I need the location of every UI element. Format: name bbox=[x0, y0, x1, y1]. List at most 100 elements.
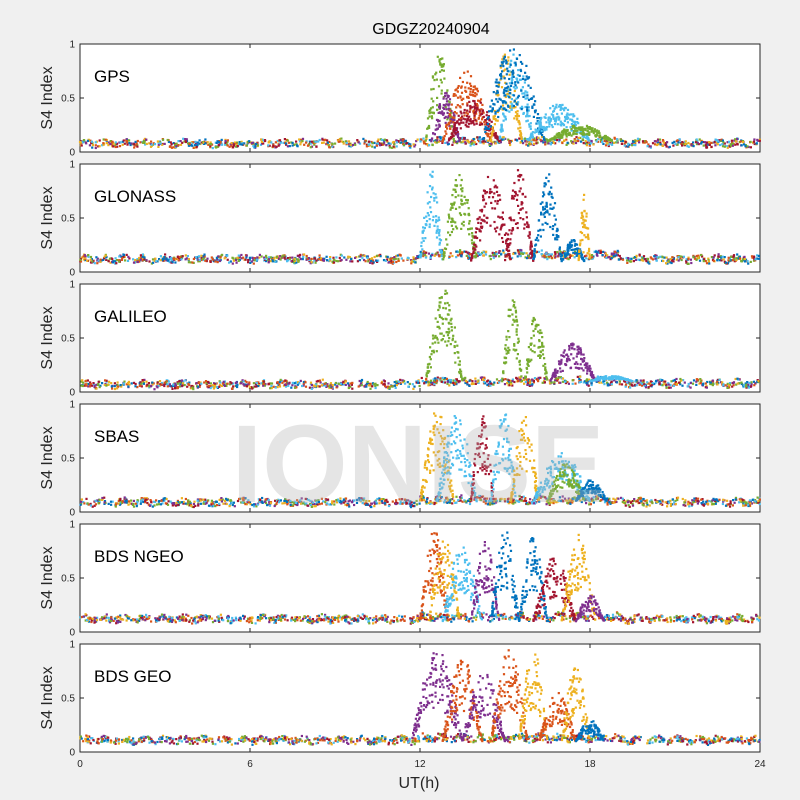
data-point bbox=[189, 261, 192, 264]
data-point bbox=[731, 144, 734, 147]
data-point bbox=[409, 259, 413, 262]
data-point bbox=[596, 140, 600, 143]
data-point bbox=[530, 256, 533, 259]
data-point bbox=[124, 259, 127, 262]
data-point bbox=[190, 144, 193, 147]
data-point bbox=[349, 260, 352, 263]
data-point bbox=[424, 237, 427, 240]
data-point bbox=[430, 88, 433, 91]
data-point bbox=[582, 133, 585, 136]
data-point bbox=[89, 258, 92, 261]
data-point bbox=[276, 381, 279, 384]
data-point bbox=[412, 387, 415, 390]
data-point bbox=[166, 259, 169, 262]
data-point bbox=[478, 216, 481, 219]
data-point bbox=[596, 131, 599, 134]
data-point bbox=[509, 63, 512, 67]
data-point bbox=[460, 119, 463, 122]
data-point bbox=[517, 81, 520, 84]
data-point bbox=[575, 136, 578, 139]
data-point bbox=[286, 139, 289, 142]
data-point bbox=[641, 257, 644, 260]
data-point bbox=[550, 253, 553, 256]
data-point bbox=[585, 382, 588, 385]
data-point bbox=[319, 381, 322, 384]
data-point bbox=[439, 70, 442, 73]
data-point bbox=[570, 128, 573, 131]
data-point bbox=[446, 94, 449, 97]
data-point bbox=[513, 99, 516, 102]
data-point bbox=[444, 94, 447, 98]
data-point bbox=[556, 112, 559, 116]
data-point bbox=[498, 233, 501, 236]
data-point bbox=[548, 121, 551, 124]
data-point bbox=[460, 222, 464, 225]
data-point bbox=[586, 129, 589, 132]
data-point bbox=[548, 139, 552, 142]
data-point bbox=[293, 259, 296, 262]
data-point bbox=[485, 132, 488, 135]
data-point bbox=[503, 77, 506, 80]
data-point bbox=[429, 254, 433, 257]
data-point bbox=[505, 93, 508, 96]
data-point bbox=[297, 259, 300, 262]
data-point bbox=[480, 108, 483, 111]
data-point bbox=[171, 387, 174, 390]
data-point bbox=[104, 257, 107, 260]
data-point bbox=[505, 61, 508, 64]
data-point bbox=[460, 98, 463, 102]
data-point bbox=[249, 261, 252, 264]
data-point bbox=[268, 144, 271, 147]
data-point bbox=[626, 261, 629, 264]
data-point bbox=[541, 381, 544, 384]
data-point bbox=[424, 139, 427, 142]
data-point bbox=[529, 256, 532, 260]
data-point bbox=[548, 253, 551, 256]
data-point bbox=[297, 254, 300, 257]
data-point bbox=[453, 201, 456, 204]
data-point bbox=[550, 256, 553, 259]
data-point bbox=[436, 225, 439, 228]
data-point bbox=[428, 109, 431, 112]
data-point bbox=[477, 117, 480, 120]
data-point bbox=[388, 146, 391, 149]
data-point bbox=[396, 254, 399, 257]
data-point bbox=[453, 116, 456, 119]
data-point bbox=[425, 377, 428, 380]
data-point bbox=[441, 63, 444, 66]
data-point bbox=[550, 186, 553, 189]
data-point bbox=[129, 143, 132, 147]
data-point bbox=[550, 124, 553, 127]
data-point bbox=[447, 100, 450, 103]
data-point bbox=[82, 139, 86, 142]
data-point bbox=[431, 143, 434, 147]
data-point bbox=[516, 96, 520, 99]
data-point bbox=[101, 382, 104, 385]
data-point bbox=[481, 103, 484, 106]
data-point bbox=[248, 140, 251, 143]
data-point bbox=[532, 257, 535, 260]
data-point bbox=[680, 255, 683, 258]
data-point bbox=[145, 142, 148, 145]
data-point bbox=[484, 127, 487, 131]
data-point bbox=[632, 140, 636, 143]
data-point bbox=[585, 257, 588, 260]
data-point bbox=[141, 253, 144, 256]
data-point bbox=[388, 387, 391, 390]
data-point bbox=[353, 142, 356, 145]
data-point bbox=[321, 378, 324, 381]
data-point bbox=[539, 122, 542, 125]
data-point bbox=[422, 140, 425, 143]
data-point bbox=[300, 141, 303, 144]
data-point bbox=[454, 196, 457, 199]
data-point bbox=[229, 143, 232, 146]
data-point bbox=[268, 140, 271, 143]
data-point bbox=[441, 141, 444, 144]
data-point bbox=[301, 258, 304, 261]
data-point bbox=[531, 105, 534, 108]
data-point bbox=[232, 257, 235, 260]
data-point bbox=[170, 259, 173, 262]
data-point bbox=[455, 121, 458, 124]
data-point bbox=[94, 144, 97, 147]
data-point bbox=[449, 234, 452, 237]
